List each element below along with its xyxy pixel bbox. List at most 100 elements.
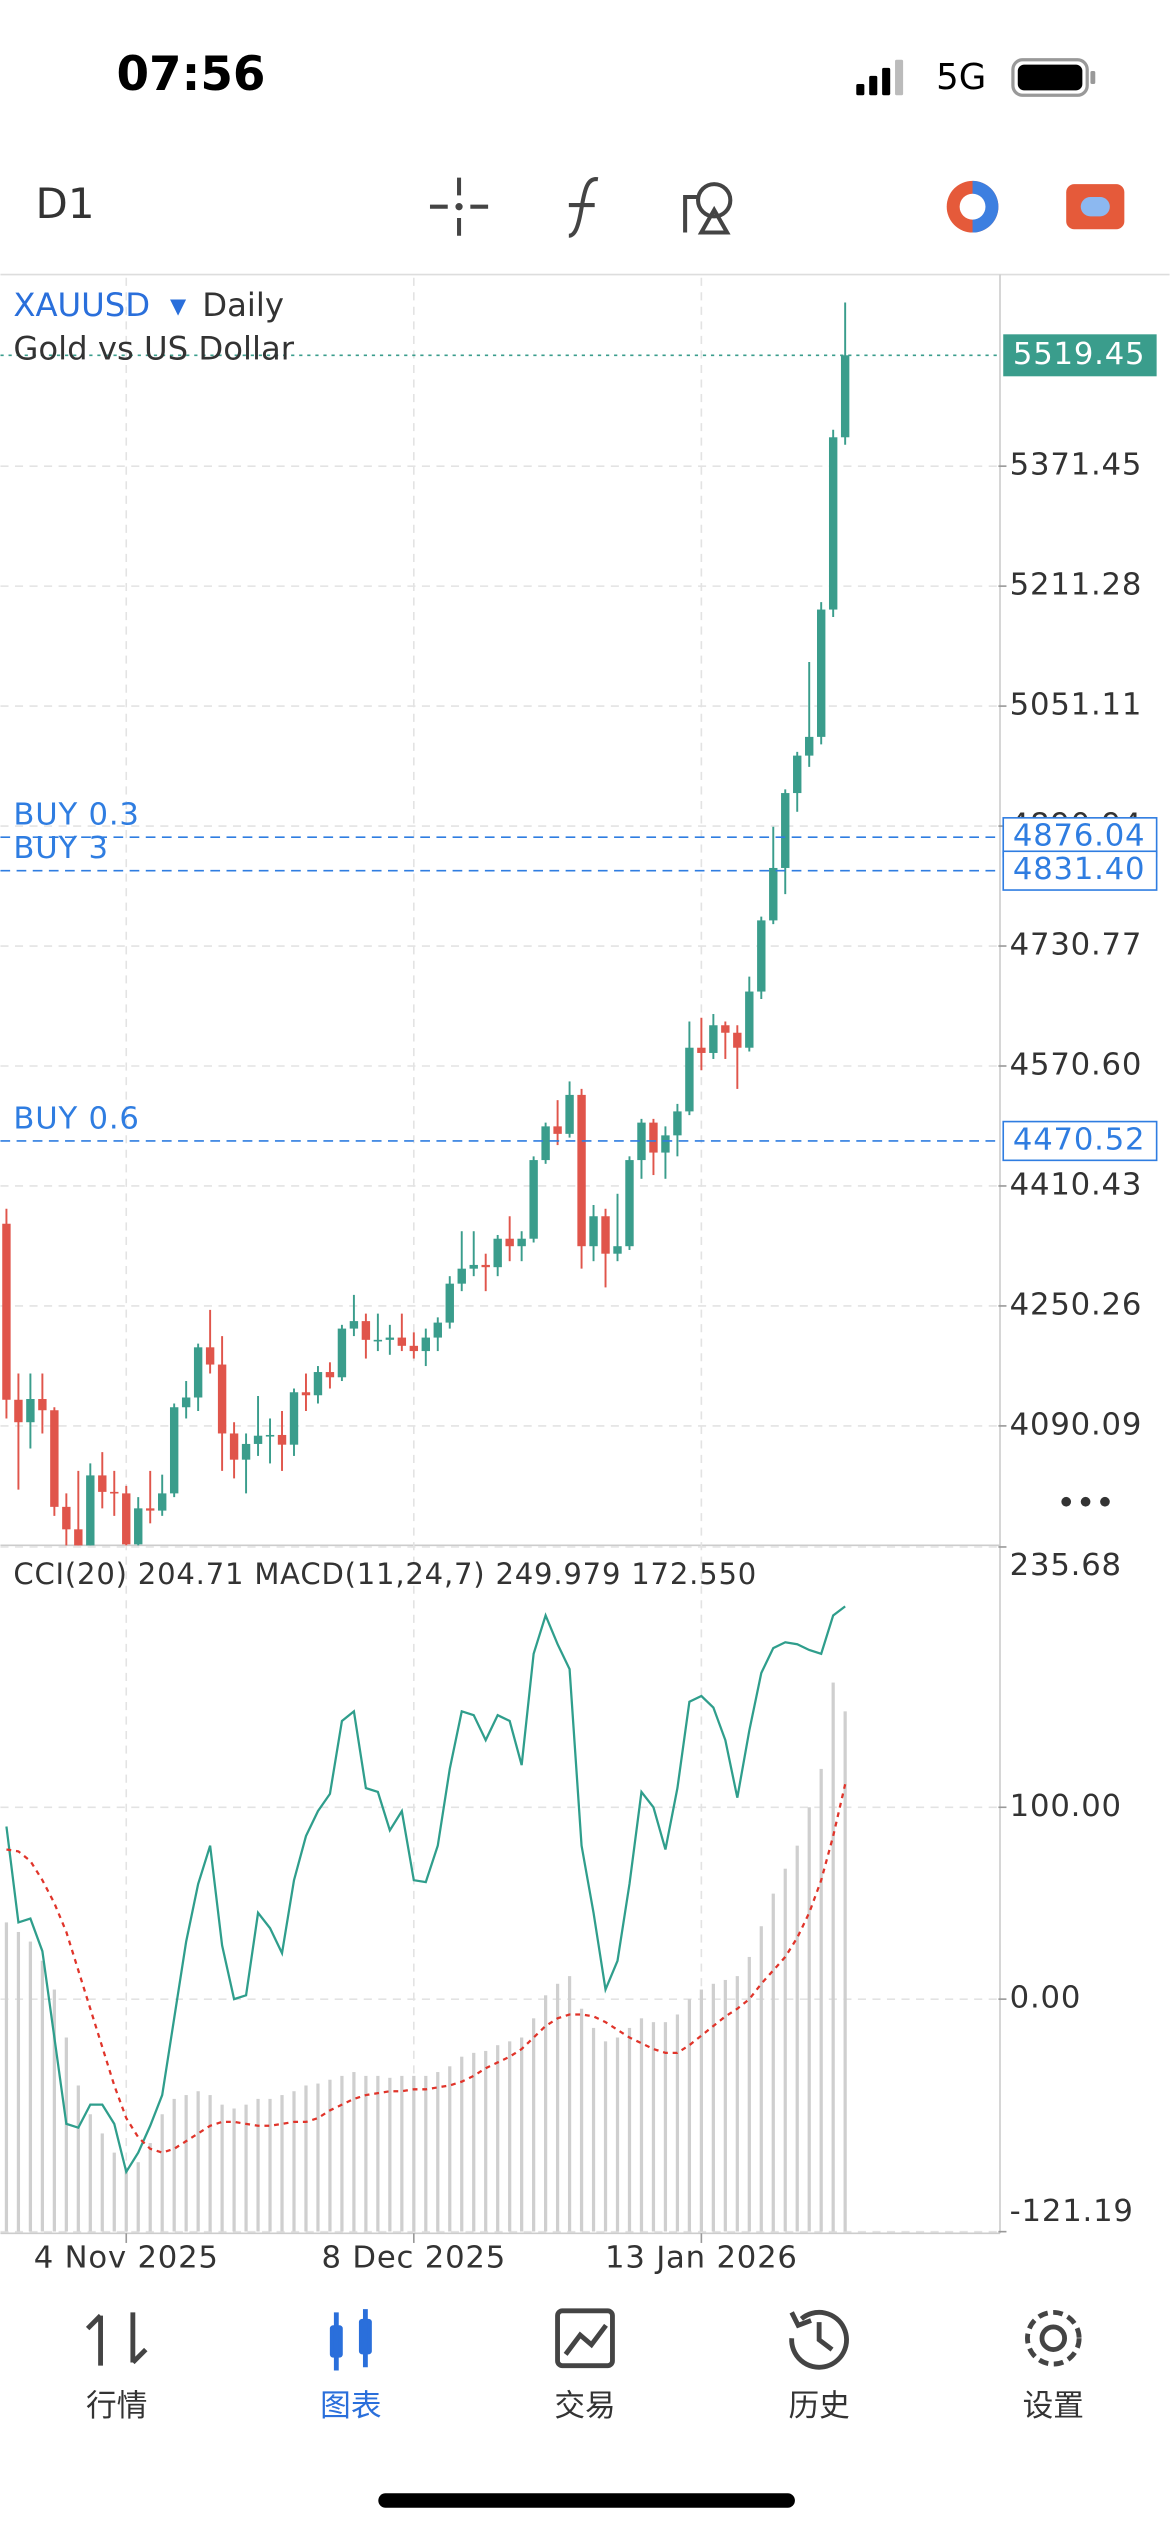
x-tick-label: 4 Nov 2025 [34, 2241, 219, 2276]
candle-body [709, 1025, 718, 1053]
candle-body [493, 1238, 502, 1268]
candle-body [74, 1529, 83, 1546]
timeframe[interactable]: D1 [36, 179, 95, 228]
y-tick-label: 4730.77 [1010, 928, 1142, 963]
symbol[interactable]: XAUUSD [13, 286, 150, 324]
order-label: BUY 0.3 [13, 798, 139, 833]
macd-bar [268, 2098, 272, 2232]
macd-bar [651, 2022, 656, 2232]
candle-body [757, 920, 766, 992]
candle-body [601, 1216, 610, 1254]
macd-bar [340, 2075, 344, 2232]
objects-button[interactable] [683, 182, 733, 235]
indicator-label: CCI(20) 204.71 MACD(11,24,7) 249.979 172… [13, 1557, 757, 1591]
candle-body [840, 355, 850, 438]
tab-label[interactable]: 行情 [86, 2389, 147, 2424]
clock: 07:56 [116, 48, 265, 102]
candle-body [313, 1372, 323, 1396]
candle-body [505, 1238, 514, 1247]
candle-body [529, 1160, 538, 1239]
macd-bar [400, 2075, 404, 2232]
account-button[interactable] [1066, 184, 1125, 230]
indicator-button[interactable] [568, 177, 599, 238]
price-pane [0, 302, 999, 1546]
indicator-pane [4, 1605, 847, 2232]
y-tick-label: 5051.11 [1010, 688, 1142, 723]
candle-body [301, 1392, 311, 1396]
macd-bar [424, 2075, 428, 2232]
macd-bar [783, 1868, 787, 2232]
symbol-dropdown[interactable]: ▼ [170, 294, 187, 318]
macd-bar [232, 2108, 236, 2232]
macd-bar [472, 2052, 476, 2232]
macd-bar [460, 2056, 464, 2232]
macd-bar [591, 2027, 596, 2232]
macd-bar [64, 2037, 68, 2232]
macd-bar [735, 1976, 739, 2232]
macd-bar [711, 1983, 715, 2232]
candle-body [110, 1491, 119, 1494]
y-tick-label: -121.19 [1010, 2194, 1134, 2229]
candle-body [217, 1364, 227, 1434]
candle-body [98, 1475, 107, 1492]
candle-body [193, 1347, 203, 1398]
candle-body [409, 1345, 419, 1352]
macd-bar [747, 1956, 751, 2232]
theme-button[interactable] [946, 180, 999, 233]
candle-body [289, 1392, 299, 1445]
home-indicator [378, 2493, 795, 2508]
tab-label[interactable]: 历史 [788, 2389, 849, 2424]
macd-bar [280, 2095, 284, 2232]
macd-bar [76, 2085, 80, 2232]
y-tick-label: 235.68 [1010, 1548, 1122, 1583]
macd-bar [819, 1768, 823, 2232]
candle-body [361, 1321, 371, 1340]
y-tick-label: 4090.09 [1010, 1407, 1142, 1442]
macd-bar [376, 2075, 380, 2232]
candle-body [26, 1399, 35, 1423]
order-tag [1002, 817, 1158, 858]
y-tick-label: 5371.45 [1010, 448, 1142, 483]
macd-bar [831, 1682, 835, 2232]
candle-body [62, 1506, 71, 1530]
chart-title: Gold vs US Dollar [13, 329, 294, 367]
macd-bar [627, 2027, 632, 2232]
candle-body [816, 609, 826, 737]
macd-bar [4, 1922, 9, 2232]
y-tick-label: 4570.60 [1010, 1047, 1142, 1082]
candle-body [697, 1047, 706, 1053]
x-tick-label: 8 Dec 2025 [322, 2241, 507, 2276]
macd-bar [807, 1807, 811, 2232]
crosshair-button[interactable] [429, 177, 489, 236]
macd-bar [364, 2075, 368, 2232]
more-button[interactable] [1061, 1496, 1110, 1507]
macd-bar [795, 1845, 799, 2232]
macd-bar [328, 2079, 332, 2232]
candle-body [769, 867, 778, 921]
macd-bar [759, 1926, 763, 2232]
tab-label[interactable]: 图表 [320, 2389, 381, 2424]
tab-label[interactable]: 设置 [1023, 2389, 1084, 2424]
candle-body [397, 1337, 407, 1346]
candle-body [733, 1032, 742, 1048]
order-label: BUY 3 [13, 831, 109, 866]
macd-bar [28, 1941, 33, 2232]
candle-body [828, 437, 838, 610]
candle-body [541, 1126, 550, 1161]
overlay: XAUUSD ▼ Daily Gold vs US Dollar CCI(20)… [0, 286, 1158, 2276]
macd-bar [196, 2091, 200, 2232]
candle-body [421, 1337, 430, 1352]
order-label: BUY 0.6 [13, 1101, 139, 1136]
candle-body [589, 1216, 598, 1247]
macd-bar [388, 2077, 392, 2232]
last-price-tag [1003, 334, 1157, 377]
tab-label[interactable]: 交易 [554, 2389, 615, 2424]
macd-bar [544, 1995, 548, 2232]
candle-body [38, 1399, 47, 1411]
candle-body [433, 1322, 442, 1338]
candle-body [481, 1264, 490, 1268]
macd-bar [292, 2091, 296, 2232]
candle-body [134, 1508, 143, 1545]
candle-body [781, 793, 790, 868]
